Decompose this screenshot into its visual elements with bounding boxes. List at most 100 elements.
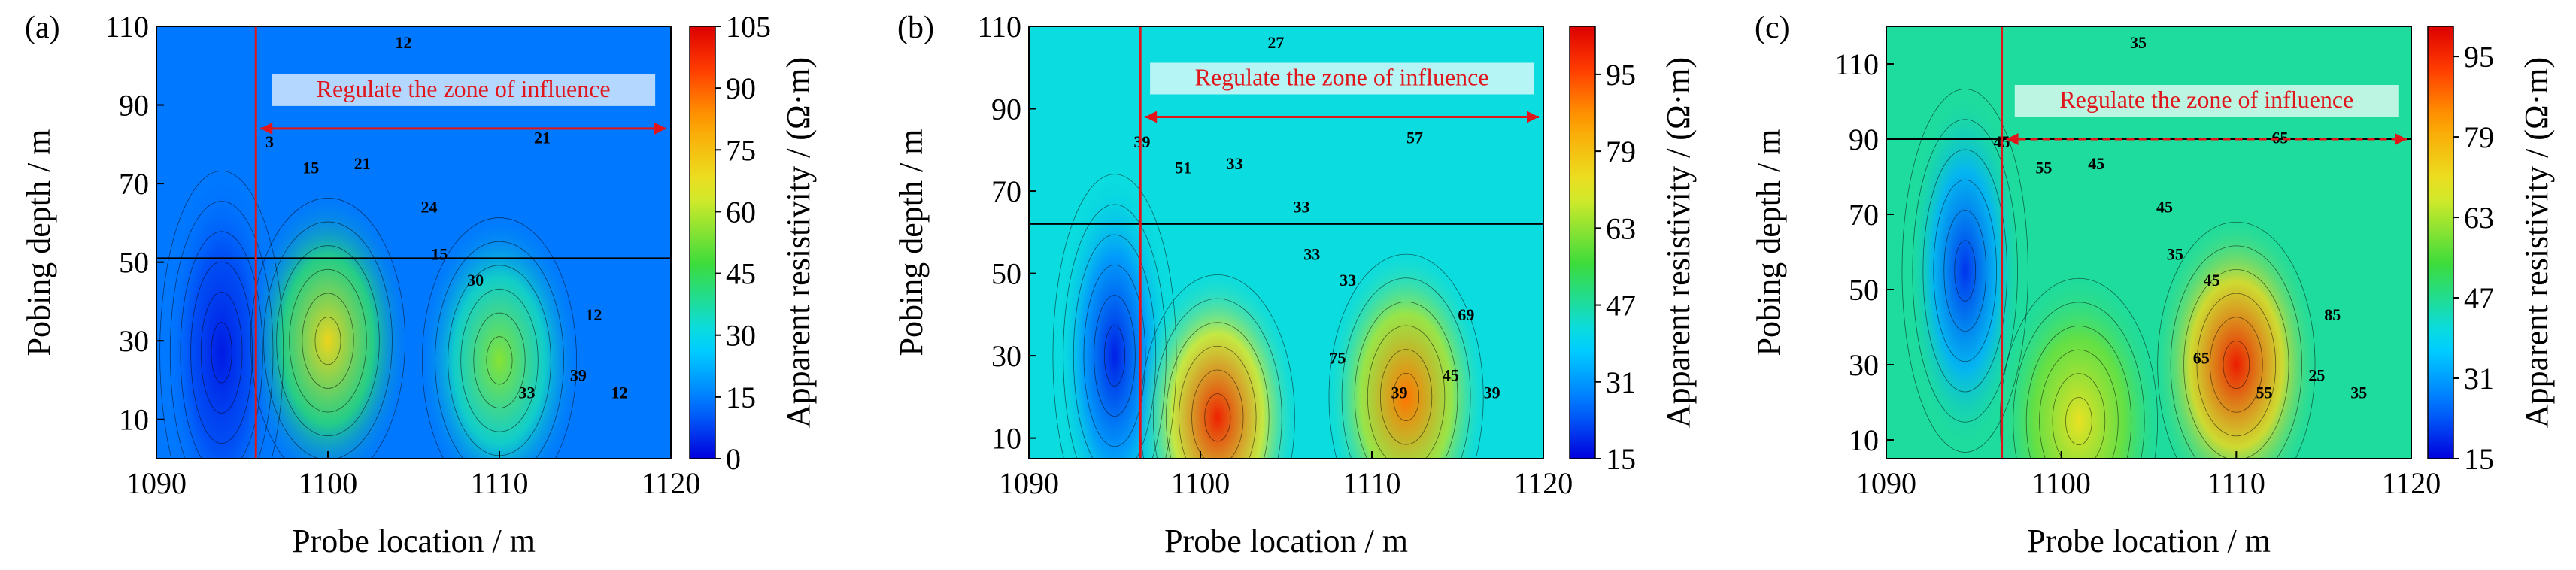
zone-annotation: Regulate the zone of influence — [272, 74, 656, 106]
chart-panel-3: 45353545454555253555658565Regulate the z… — [1750, 11, 2555, 559]
zone-annotation-text: Regulate the zone of influence — [1195, 63, 1489, 90]
resistivity-field: 39 27 33 33 33 33 39 45 39 51 57 69 75 — [1029, 26, 1543, 459]
contour-label: 45 — [2088, 154, 2104, 173]
colorbar — [689, 26, 716, 459]
colorbar — [2427, 26, 2454, 459]
contour-label: 24 — [421, 197, 438, 216]
contour-label: 25 — [2308, 366, 2325, 385]
contour-label: 57 — [1406, 128, 1423, 147]
chart-panel-1: 3 12 15 21 24 30 33 39 12 15 21 12 Regulate the zone… — [20, 10, 817, 559]
colorbar-tick-label: 30 — [726, 319, 756, 353]
x-tick-label: 1110 — [470, 466, 528, 500]
colorbar-tick-label: 90 — [726, 71, 756, 105]
x-tick-label: 1090 — [126, 466, 187, 500]
contour-label: 65 — [2272, 128, 2289, 147]
x-tick-label: 1100 — [299, 466, 358, 500]
contour-label: 33 — [1294, 197, 1310, 216]
colorbar-tick-label: 63 — [1606, 211, 1636, 245]
contour-label: 45 — [1443, 366, 1459, 385]
zone-annotation-text: Regulate the zone of influence — [2059, 86, 2353, 113]
y-axis-label: Pobing depth / m — [20, 129, 57, 356]
zone-arrow — [2006, 133, 2407, 145]
contour-label: 21 — [354, 154, 371, 173]
contour-label: 12 — [585, 305, 602, 324]
y-tick-label: 50 — [119, 246, 149, 280]
x-tick-label: 1110 — [1343, 466, 1400, 500]
x-tick-label: 1120 — [1514, 466, 1573, 500]
y-tick-label: 30 — [1849, 348, 1879, 382]
contour-label: 3 — [265, 132, 274, 151]
colorbar-label: Apparent resistivity / (Ω·m) — [1660, 57, 1697, 428]
zone-arrow — [260, 122, 666, 135]
colorbar-tick-label: 60 — [726, 195, 756, 229]
contour-label: 12 — [395, 33, 411, 52]
colorbar-tick-label: 47 — [2464, 281, 2494, 315]
contour-label: 55 — [2256, 384, 2273, 402]
contour-label: 15 — [431, 245, 448, 264]
zone-arrow — [1145, 111, 1539, 123]
plot-frame — [1028, 26, 1544, 459]
y-tick-label: 110 — [977, 10, 1021, 44]
plot-frame — [1886, 26, 2412, 459]
anomaly-high — [1995, 269, 2163, 459]
panel-label: (c) — [1755, 11, 1790, 45]
anomaly-high — [1135, 266, 1300, 459]
colorbar-label: Apparent resistivity / (Ω·m) — [2518, 57, 2555, 428]
anomaly-high — [2152, 213, 2320, 459]
contour-label: 69 — [1458, 305, 1474, 324]
colorbar-tick-label: 45 — [726, 257, 756, 291]
panel-label: (a) — [25, 11, 60, 45]
colorbar — [1569, 26, 1596, 459]
x-tick-label: 1120 — [642, 466, 701, 500]
contour-label: 39 — [1133, 132, 1150, 151]
y-tick-label: 70 — [1849, 198, 1879, 232]
contour-label: 27 — [1267, 33, 1284, 52]
y-tick-label: 90 — [119, 89, 149, 123]
zone-annotation: Regulate the zone of influence — [1150, 62, 1534, 95]
y-axis-label: Pobing depth / m — [893, 129, 930, 356]
chart-panel-2: 39 27 33 33 33 33 39 45 39 51 57 69 75 Regulate the z… — [893, 10, 1697, 559]
contour-label: 33 — [1227, 154, 1243, 173]
contour-label: 85 — [2324, 305, 2341, 324]
colorbar-tick-label: 31 — [2464, 362, 2494, 396]
anomaly-high — [1324, 245, 1489, 459]
anomaly-high — [417, 209, 582, 459]
resistivity-field: 45353545454555253555658565 — [1886, 26, 2411, 459]
colorbar-tick-label: 105 — [726, 10, 771, 44]
y-tick-label: 90 — [991, 92, 1021, 126]
contour-label: 39 — [1391, 384, 1407, 402]
contour-label: 35 — [2167, 245, 2183, 264]
contour-label: 39 — [570, 366, 587, 385]
contour-label: 30 — [467, 271, 484, 290]
y-tick-label: 30 — [119, 324, 149, 358]
y-tick-label: 50 — [991, 257, 1021, 291]
y-tick-label: 10 — [119, 403, 149, 437]
colorbar-tick-label: 15 — [726, 381, 756, 414]
contour-label: 33 — [1340, 271, 1356, 290]
colorbar-tick-label: 95 — [1606, 58, 1636, 92]
contour-label: 65 — [2193, 349, 2210, 368]
y-tick-label: 70 — [119, 167, 149, 201]
x-tick-label: 1090 — [1856, 466, 1916, 500]
contour-label: 75 — [1329, 349, 1346, 368]
colorbar-tick-label: 95 — [2464, 40, 2494, 74]
colorbar-tick-label: 75 — [726, 133, 756, 167]
x-axis-label: Probe location / m — [2027, 523, 2271, 559]
contour-label: 15 — [302, 159, 319, 177]
contour-label: 45 — [2204, 271, 2220, 290]
colorbar-tick-label: 63 — [2464, 201, 2494, 235]
zone-annotation: Regulate the zone of influence — [2014, 85, 2399, 117]
contour-label: 39 — [1484, 384, 1500, 402]
contour-label: 12 — [611, 384, 628, 402]
y-tick-label: 30 — [991, 339, 1021, 373]
colorbar-tick-label: 47 — [1606, 289, 1636, 323]
colorbar-tick-label: 31 — [1606, 365, 1636, 399]
plot-frame — [156, 26, 672, 459]
y-tick-label: 10 — [1849, 423, 1879, 457]
y-tick-label: 110 — [105, 10, 149, 44]
x-axis-label: Probe location / m — [292, 523, 536, 559]
x-tick-label: 1090 — [999, 466, 1059, 500]
x-tick-label: 1120 — [2382, 466, 2441, 500]
contour-label: 21 — [534, 128, 551, 147]
